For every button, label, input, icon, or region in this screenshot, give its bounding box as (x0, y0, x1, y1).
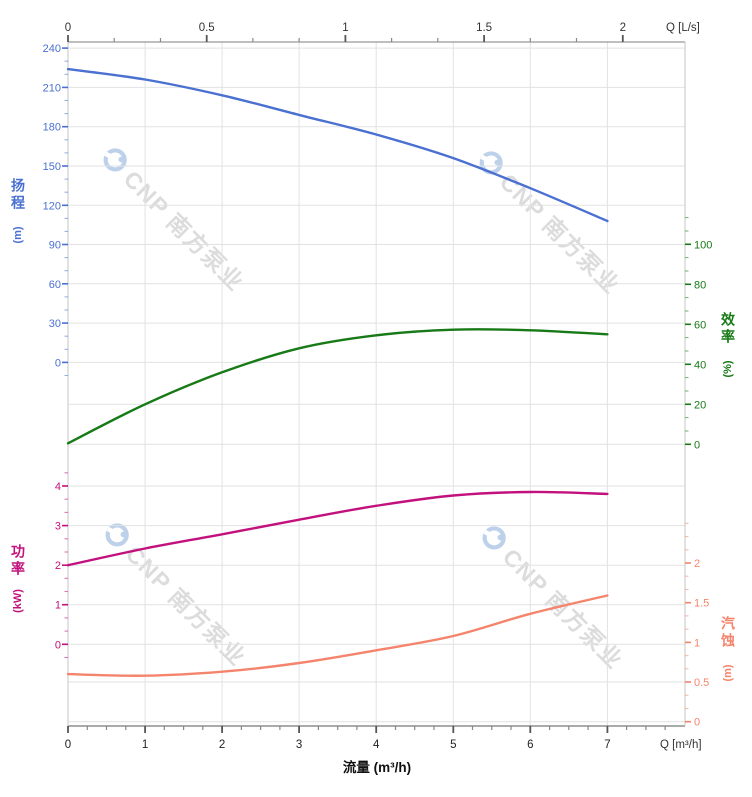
head-axis-unit-text: (m) (12, 226, 24, 244)
eff-axis-tick-label: 20 (694, 399, 706, 411)
head-axis-tick-label: 120 (43, 200, 61, 212)
power-axis-title: 功率 (kW) (6, 544, 30, 613)
top-axis-unit-label: Q [L/s] (666, 22, 700, 34)
watermark: CNP 南方泵业 (96, 513, 255, 672)
top-axis-tick-label: 1.5 (476, 22, 492, 34)
x-axis-title: 流量 (m³/h) (342, 760, 412, 775)
power-axis-tick-label: 0 (55, 639, 61, 651)
head-axis-tick-label: 90 (49, 240, 61, 252)
head-axis-tick-label: 180 (43, 122, 61, 134)
head-axis-tick-label: 210 (43, 82, 61, 94)
efficiency-axis-unit-text: (%) (722, 360, 734, 378)
top-axis-tick-label: 0.5 (199, 22, 215, 34)
eff-curve[interactable] (66, 328, 609, 445)
head-axis-tick-label: 0 (55, 357, 61, 369)
head-axis-tick-label: 150 (43, 161, 61, 173)
top-axis-tick-label: 1 (342, 22, 348, 34)
power-axis-tick-label: 2 (55, 560, 61, 572)
watermark: CNP 南方泵业 (473, 516, 632, 675)
head-axis-title: 扬程 (m) (9, 178, 26, 244)
power-axis-tick-label: 4 (55, 481, 61, 493)
head-curve[interactable] (66, 67, 609, 223)
bottom-axis-tick-label: 6 (527, 739, 533, 751)
top-axis-tick-label: 2 (620, 22, 626, 34)
head-axis-title-text: 扬程 (9, 178, 26, 212)
power-curve[interactable] (66, 490, 609, 567)
npsh-curve[interactable] (66, 594, 609, 677)
eff-axis-tick-label: 100 (694, 239, 712, 251)
npsh-axis-title: 汽蚀 (m) (719, 616, 736, 682)
head-axis-tick-label: 30 (49, 318, 61, 330)
head-axis-tick-label: 60 (49, 279, 61, 291)
eff-axis-tick-label: 60 (694, 319, 706, 331)
power-axis-tick-label: 3 (55, 521, 61, 533)
bottom-axis-tick-label: 2 (219, 739, 225, 751)
npsh-axis-tick-label: 1.5 (694, 598, 709, 610)
npsh-axis-tick-label: 1 (694, 637, 700, 649)
npsh-axis-tick-label: 0 (694, 717, 700, 729)
efficiency-axis-title-text: 效率 (719, 312, 736, 346)
cnp-logo-icon (105, 522, 130, 547)
bottom-axis-tick-label: 4 (373, 739, 380, 751)
npsh-axis-title-text: 汽蚀 (719, 616, 736, 650)
cnp-logo-icon (482, 525, 507, 550)
bottom-axis-tick-label: 0 (65, 739, 71, 751)
eff-axis-tick-label: 80 (694, 279, 706, 291)
bottom-axis-tick-label: 1 (142, 739, 148, 751)
npsh-axis-unit-text: (m) (722, 664, 734, 682)
bottom-axis-tick-label: 7 (604, 739, 610, 751)
efficiency-axis-title: 效率 (%) (719, 312, 736, 378)
top-axis-tick-label: 0 (65, 22, 71, 34)
npsh-axis-tick-label: 2 (694, 558, 700, 570)
npsh-axis-tick-label: 0.5 (694, 677, 709, 689)
eff-axis-tick-label: 0 (694, 439, 700, 451)
bottom-axis-tick-label: 5 (450, 739, 456, 751)
power-axis-title-text: 功率 (9, 544, 26, 578)
eff-axis-tick-label: 40 (694, 359, 706, 371)
head-axis-tick-label: 240 (43, 43, 61, 55)
power-axis-unit-text: (kW) (12, 589, 24, 613)
power-axis-tick-label: 1 (55, 600, 61, 612)
bottom-axis-unit-label: Q [m³/h] (660, 739, 702, 751)
bottom-axis-tick-label: 3 (296, 739, 302, 751)
